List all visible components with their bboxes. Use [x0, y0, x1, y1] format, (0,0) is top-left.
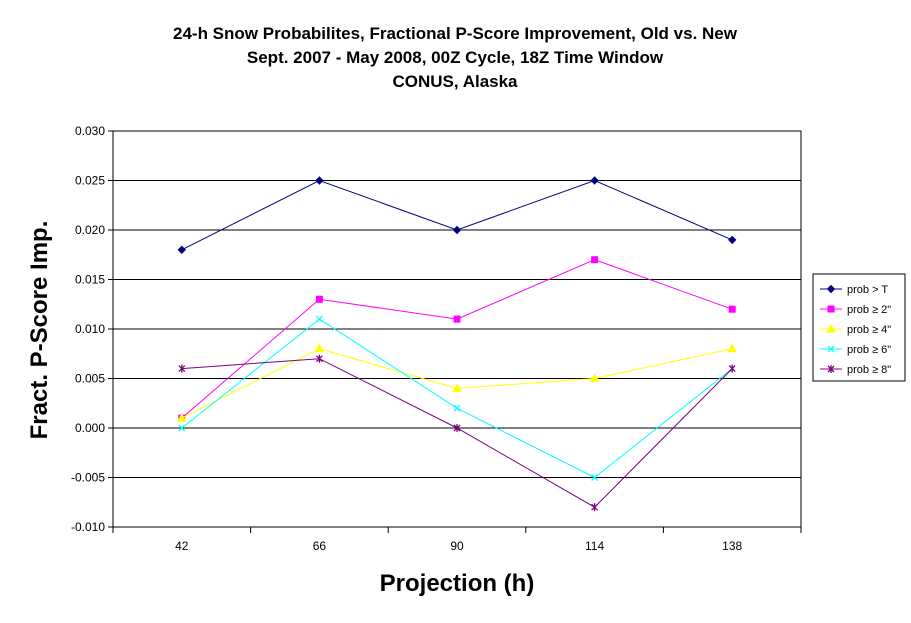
- legend-marker: [827, 365, 835, 373]
- data-point: [178, 424, 186, 432]
- y-tick-labels: 0.030 0.025 0.020 0.015 0.010 0.005 0.000 -0.00…: [71, 124, 105, 534]
- y-tick-label: 0.030: [75, 124, 105, 138]
- legend-label: prob ≥ 2": [847, 304, 891, 316]
- data-point: [591, 256, 599, 264]
- data-point: [177, 245, 187, 255]
- x-tick-label: 114: [585, 539, 604, 553]
- data-point: [315, 315, 323, 323]
- data-point: [591, 503, 599, 512]
- legend-label: prob > T: [847, 284, 888, 296]
- data-point: [453, 424, 461, 432]
- data-point: [453, 404, 461, 412]
- data-point: [176, 413, 187, 422]
- plot-area: [112, 130, 802, 528]
- x-tick-label: 66: [313, 539, 327, 553]
- data-point: [452, 383, 462, 392]
- legend-marker: [827, 345, 835, 353]
- data-point: [728, 364, 736, 373]
- series-line-1: [181, 179, 733, 251]
- x-axis-title: Projection (h): [380, 570, 535, 597]
- y-tick-label: 0.005: [75, 372, 105, 386]
- legend-label: prob ≥ 4": [847, 324, 891, 336]
- legend-label: prob ≥ 8": [847, 364, 891, 376]
- data-point: [728, 305, 736, 313]
- y-tick-label: 0.010: [75, 322, 105, 336]
- y-tick-label: -0.005: [71, 471, 105, 485]
- data-point: [591, 474, 599, 481]
- data-point: [315, 354, 323, 363]
- data-point: [589, 373, 600, 382]
- legend: prob > T prob ≥ 2" prob ≥ 4" prob ≥ 6" prob …: [812, 273, 906, 382]
- y-tick-label: 0.020: [75, 223, 105, 237]
- legend-marker: [826, 284, 836, 294]
- y-tick-label: 0.015: [75, 273, 105, 287]
- series-line-2: [181, 259, 733, 419]
- series-line-4: [181, 318, 733, 479]
- x-tick-label: 42: [175, 539, 189, 553]
- x-tick-label: 90: [450, 539, 464, 553]
- y-tick-label: 0.000: [75, 421, 105, 435]
- x-tick-label: 138: [722, 539, 742, 553]
- data-point: [590, 176, 599, 185]
- data-point: [727, 235, 737, 245]
- series-lines: [176, 176, 738, 512]
- data-point: [453, 315, 461, 323]
- data-point: [727, 343, 738, 353]
- legend-box: [812, 273, 906, 382]
- y-tick-label: 0.025: [75, 174, 105, 188]
- x-tick-labels: 42 66 90 114 138: [175, 539, 742, 553]
- chart-title-line-2: Sept. 2007 - May 2008, 00Z Cycle, 18Z Ti…: [247, 48, 664, 67]
- y-tick-label: -0.010: [71, 520, 105, 534]
- chart-title-line-1: 24-h Snow Probabilites, Fractional P-Sco…: [173, 24, 738, 43]
- legend-marker: [827, 305, 835, 313]
- gridlines: [108, 130, 801, 528]
- series-line-5: [181, 358, 733, 508]
- axes: [112, 527, 802, 533]
- data-point: [452, 225, 462, 235]
- legend-label: prob ≥ 6": [847, 344, 891, 356]
- data-point: [315, 176, 324, 185]
- y-axis-title: Fract. P-Score Imp.: [26, 221, 53, 440]
- legend-marker: [826, 323, 836, 333]
- data-point: [178, 364, 186, 373]
- chart-title-line-3: CONUS, Alaska: [392, 72, 518, 91]
- data-point: [315, 295, 323, 303]
- data-point: [314, 343, 325, 353]
